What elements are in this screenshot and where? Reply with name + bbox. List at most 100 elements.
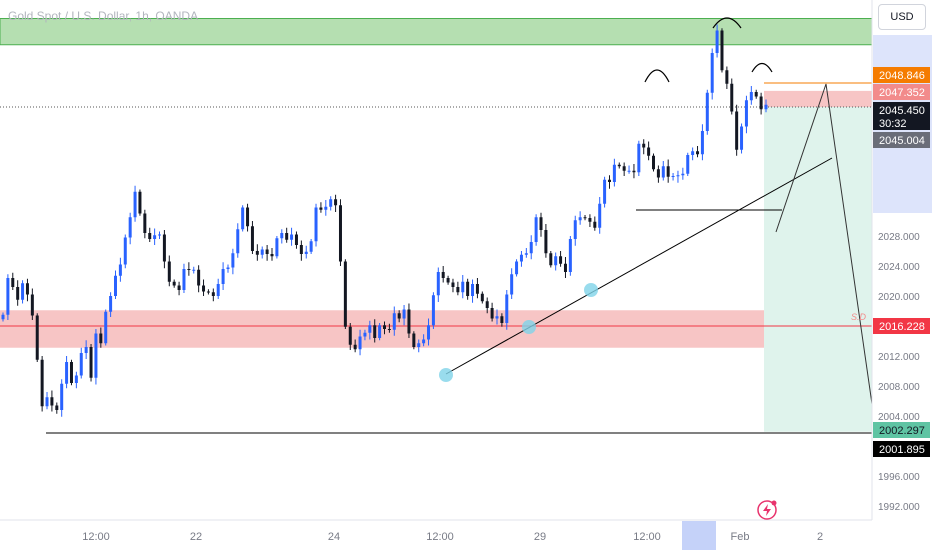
candle-body (250, 226, 254, 251)
zones-layer (0, 18, 873, 432)
candle-body (6, 278, 10, 315)
swing-point-marker (439, 368, 453, 382)
stop-zone (764, 90, 872, 107)
time-axis[interactable] (0, 519, 932, 550)
candle-body (74, 375, 78, 383)
candle-body (500, 316, 504, 323)
candle-body (446, 278, 450, 283)
lightning-icon[interactable] (757, 500, 777, 520)
candle-body (387, 329, 391, 330)
candle-body (471, 284, 475, 296)
candle-body (515, 261, 519, 275)
candle-body (192, 269, 196, 271)
candle-body (466, 281, 470, 296)
candle-body (578, 217, 582, 221)
candle-body (353, 344, 357, 350)
price-tick-label: 1996.000 (878, 472, 920, 483)
candle-body (118, 264, 122, 276)
candle-body (652, 155, 656, 170)
candle-body (407, 309, 411, 334)
candle-body (725, 70, 729, 84)
candle-body (666, 166, 670, 177)
candle-body (167, 261, 171, 282)
candle-body (392, 313, 396, 330)
target-zone (764, 107, 872, 432)
candle-body (182, 269, 186, 290)
candle-body (202, 285, 206, 292)
candle-body (99, 333, 103, 344)
candle-body (627, 170, 631, 172)
candle-body (319, 207, 323, 210)
currency-button[interactable]: USD (878, 4, 926, 30)
price-tick-label: 2024.000 (878, 262, 920, 273)
candle-body (461, 281, 465, 293)
candle-body (246, 207, 250, 227)
candle-body (475, 284, 479, 294)
price-label-badge (873, 84, 930, 100)
price-label-text: 2002.297 (879, 425, 925, 437)
candle-body (534, 217, 538, 242)
candle-body (637, 143, 641, 173)
candle-body (216, 284, 220, 296)
candle-body (113, 275, 117, 296)
trendline (445, 157, 833, 375)
candle-body (749, 92, 753, 101)
candle-body (544, 230, 548, 254)
candle-body (740, 126, 744, 150)
price-label-badge (873, 318, 930, 334)
candle-body (158, 234, 162, 236)
candle-body (710, 53, 714, 93)
candle-body (94, 333, 98, 378)
candle-body (338, 205, 342, 262)
candle-body (696, 151, 700, 155)
candle-body (422, 339, 426, 344)
candle-body (104, 311, 108, 344)
candle-body (431, 295, 435, 326)
candle-body (40, 359, 44, 407)
candle-body (715, 30, 719, 53)
candle-body (510, 274, 514, 295)
candle-body (563, 263, 567, 272)
candle-body (294, 234, 298, 245)
candle-body (138, 191, 142, 214)
candle-body (50, 397, 54, 406)
demand-zone (0, 310, 872, 348)
right-shoulder-arc (751, 62, 773, 73)
candle-body (373, 325, 377, 338)
candle-body (495, 316, 499, 319)
price-tick-label: 1992.000 (878, 502, 920, 513)
price-label-text: 2045.450 (879, 105, 925, 117)
candle-body (451, 282, 455, 287)
price-label-badge (873, 102, 930, 118)
candle-body (172, 281, 176, 286)
candle-body (764, 104, 768, 110)
candle-body (397, 313, 401, 319)
candle-body (84, 347, 88, 353)
candle-body (720, 30, 724, 71)
candle-body (197, 269, 201, 286)
price-label-text: 2016.228 (879, 321, 925, 333)
candle-body (177, 285, 181, 290)
price-tick-label: 2020.000 (878, 292, 920, 303)
candle-body (334, 199, 338, 206)
price-label-text: 2045.004 (879, 135, 925, 147)
candle-body (21, 283, 25, 300)
candle-body (275, 238, 279, 257)
candle-body (241, 207, 245, 230)
candle-body (603, 179, 607, 204)
candle-body (143, 213, 147, 233)
candle-body (539, 217, 543, 230)
candle-body (656, 169, 660, 178)
candle-body (754, 92, 758, 97)
candle-body (681, 173, 685, 176)
swing-point-marker (584, 283, 598, 297)
price-label-badge (873, 116, 930, 130)
price-label-text: 2047.352 (879, 87, 925, 99)
candle-body (480, 293, 484, 302)
swing-point-marker (522, 320, 536, 334)
candle-body (730, 83, 734, 112)
candle-body (324, 206, 328, 210)
candle-body (744, 100, 748, 127)
candle-body (691, 151, 695, 155)
time-tick-label: 29 (534, 531, 546, 543)
